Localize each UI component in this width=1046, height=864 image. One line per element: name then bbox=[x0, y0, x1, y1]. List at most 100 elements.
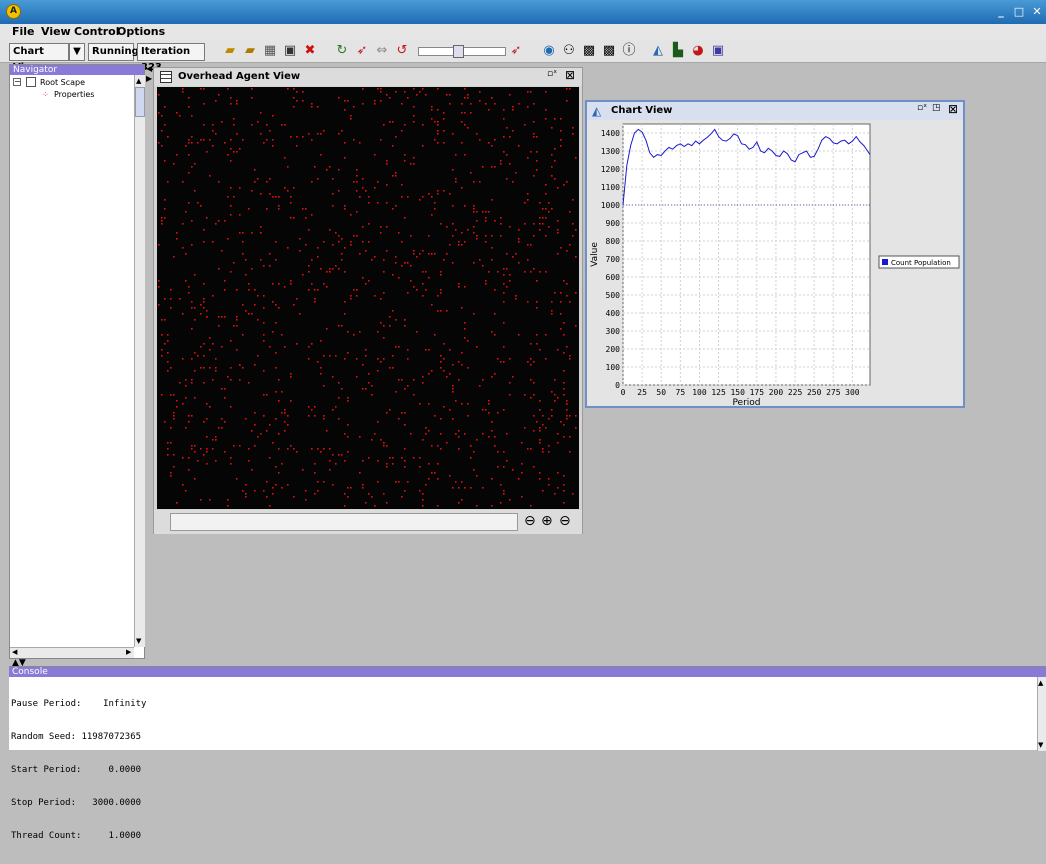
x-tick-label: 200 bbox=[769, 388, 784, 397]
globe-icon[interactable]: ◉ bbox=[543, 43, 555, 58]
agent-dot bbox=[191, 220, 193, 222]
scroll-down-icon[interactable]: ▼ bbox=[136, 637, 142, 645]
agent-dot bbox=[452, 388, 454, 390]
monitor-icon[interactable]: ▣ bbox=[711, 43, 725, 58]
agent-dot bbox=[563, 475, 565, 477]
tree-item-properties[interactable]: Properties bbox=[54, 90, 95, 99]
agent-dot bbox=[422, 493, 424, 495]
pie-icon[interactable]: ◕ bbox=[692, 43, 704, 58]
overhead-status-field[interactable] bbox=[170, 513, 518, 531]
agent-dot bbox=[323, 385, 325, 387]
agent-dot bbox=[518, 478, 520, 480]
minimize-icon[interactable]: _ bbox=[998, 5, 1004, 18]
navigator-panel: Navigator − Root Scape ⁘ Properties ▲ ▼ … bbox=[9, 64, 145, 659]
agent-dot bbox=[572, 127, 574, 129]
scroll-up-icon[interactable]: ▲ bbox=[136, 77, 142, 85]
view-dropdown-icon[interactable]: ▼ bbox=[69, 43, 85, 61]
speed-slider-icon[interactable]: ➶ bbox=[510, 43, 522, 58]
menu-options[interactable]: Options bbox=[117, 25, 166, 38]
speed-slider[interactable] bbox=[418, 45, 506, 58]
agent-dot bbox=[332, 193, 334, 195]
chart-bar-icon[interactable]: ▙ bbox=[673, 43, 683, 58]
zoom-out-icon[interactable]: ⊖ bbox=[559, 513, 571, 529]
step-icon[interactable]: ➶ bbox=[356, 43, 368, 58]
minimize-window-icon[interactable]: ▫ˣ bbox=[917, 103, 928, 113]
console-splitter-icon[interactable]: ▲▼ bbox=[12, 658, 26, 668]
new-icon[interactable]: ▦ bbox=[263, 43, 277, 58]
agent-dot bbox=[380, 298, 382, 300]
speed-slider-thumb[interactable] bbox=[453, 45, 464, 58]
menu-view[interactable]: View bbox=[41, 25, 71, 38]
camera2-icon[interactable]: ▩ bbox=[602, 43, 616, 58]
console-scrollbar[interactable]: ▲ ▼ bbox=[1037, 677, 1046, 751]
scroll-down-icon[interactable]: ▼ bbox=[1038, 741, 1044, 749]
agent-dot bbox=[434, 208, 436, 210]
agent-dot bbox=[260, 259, 262, 261]
open-folder-icon[interactable]: ▰ bbox=[225, 43, 235, 58]
close-icon[interactable]: ✕ bbox=[1032, 5, 1042, 18]
agent-dot bbox=[569, 88, 571, 90]
minimize-window-icon[interactable]: ▫ˣ bbox=[547, 69, 558, 79]
agent-dot bbox=[164, 160, 166, 162]
agent-dot bbox=[161, 355, 163, 357]
chart-line-icon[interactable]: ◭ bbox=[653, 43, 663, 58]
agent-grid-canvas[interactable] bbox=[157, 87, 579, 509]
lock-icon[interactable]: ⊖ bbox=[524, 513, 536, 529]
view-select[interactable]: Chart View bbox=[9, 43, 69, 73]
navigator-scroll-thumb[interactable] bbox=[135, 87, 145, 117]
agent-dot bbox=[473, 181, 475, 183]
reset-icon[interactable]: ↺ bbox=[396, 43, 408, 58]
splitter-arrows-icon[interactable]: ◀ ▶ bbox=[146, 64, 153, 83]
agent-dot bbox=[524, 427, 526, 429]
agent-dot bbox=[473, 451, 475, 453]
maximize-window-icon[interactable]: ◳ bbox=[932, 103, 941, 113]
navigator-hscrollbar[interactable]: ◀ ▶ bbox=[10, 647, 134, 658]
agent-dot bbox=[173, 418, 175, 420]
tree-item-root-scape[interactable]: Root Scape bbox=[40, 78, 86, 87]
agent-dot bbox=[419, 490, 421, 492]
navigator-vscrollbar[interactable]: ▲ ▼ bbox=[134, 75, 145, 647]
info-icon[interactable]: ⓘ bbox=[622, 43, 636, 58]
camera-icon[interactable]: ▩ bbox=[582, 43, 596, 58]
scroll-right-icon[interactable]: ▶ bbox=[126, 648, 132, 656]
agent-dot bbox=[563, 502, 565, 504]
menu-file[interactable]: File bbox=[12, 25, 35, 38]
agent-dot bbox=[563, 394, 565, 396]
maximize-icon[interactable]: □ bbox=[1013, 5, 1025, 18]
zoom-in-icon[interactable]: ⊕ bbox=[541, 513, 553, 529]
agent-dot bbox=[203, 229, 205, 231]
agent-dot bbox=[410, 163, 412, 165]
agent-dot bbox=[299, 250, 301, 252]
tree-collapse-icon[interactable]: − bbox=[13, 77, 21, 86]
agent-dot bbox=[542, 490, 544, 492]
agent-dot bbox=[374, 154, 376, 156]
agent-dot bbox=[344, 142, 346, 144]
agent-dot bbox=[503, 409, 505, 411]
agent-dot bbox=[566, 295, 568, 297]
agent-dot bbox=[464, 322, 466, 324]
agent-dot bbox=[182, 91, 184, 93]
agent-dot bbox=[188, 292, 190, 294]
agent-dot bbox=[185, 379, 187, 381]
agent-dot bbox=[542, 223, 544, 225]
agent-dot bbox=[563, 382, 565, 384]
agent-dot bbox=[461, 481, 463, 483]
agent-dot bbox=[569, 301, 571, 303]
overhead-agent-window: Overhead Agent View ▫ˣ ⊠ ⊖ ⊕ ⊖ bbox=[153, 67, 583, 534]
binoculars-icon[interactable]: ⚇ bbox=[563, 43, 575, 58]
close-window-icon[interactable]: ⊠ bbox=[565, 68, 576, 82]
scroll-left-icon[interactable]: ◀ bbox=[12, 648, 18, 656]
menu-control[interactable]: Control bbox=[74, 25, 120, 38]
scroll-up-icon[interactable]: ▲ bbox=[1038, 679, 1044, 687]
init-icon[interactable]: ↻ bbox=[336, 43, 348, 58]
agent-dot bbox=[233, 445, 235, 447]
agent-dot bbox=[485, 103, 487, 105]
load-icon[interactable]: ▰ bbox=[245, 43, 255, 58]
close-window-icon[interactable]: ⊠ bbox=[948, 102, 959, 116]
close-x-icon[interactable]: ✖ bbox=[304, 43, 316, 58]
run-icon[interactable]: ⇔ bbox=[376, 43, 388, 58]
save-icon[interactable]: ▣ bbox=[283, 43, 297, 58]
agent-dot bbox=[485, 283, 487, 285]
agent-dot bbox=[272, 442, 274, 444]
agent-dot bbox=[230, 271, 232, 273]
